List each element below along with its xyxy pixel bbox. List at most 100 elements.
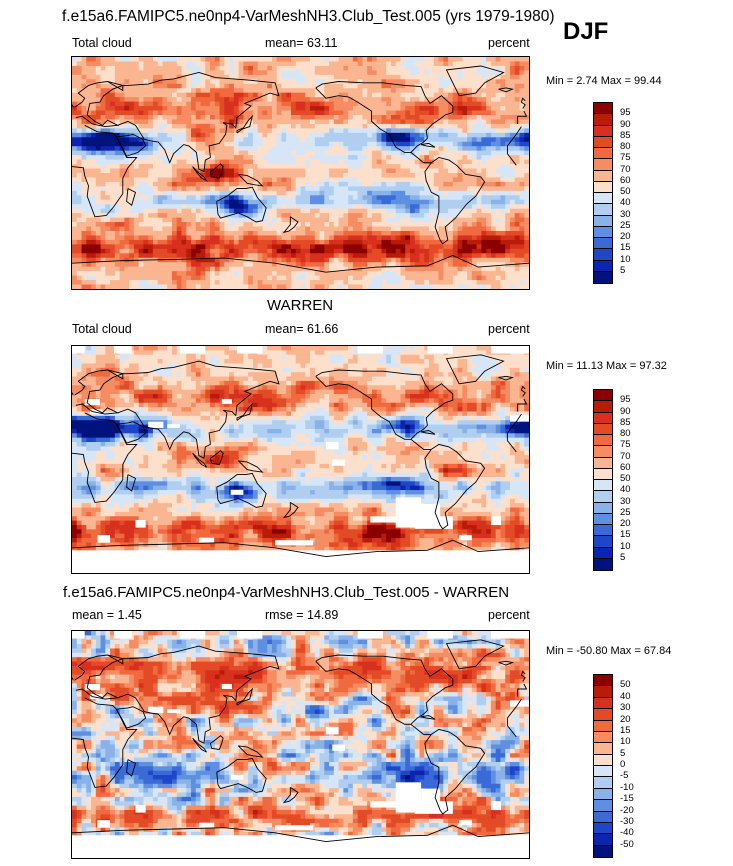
colorbar-swatch [594, 125, 612, 137]
colorbar-swatch [594, 811, 612, 823]
colorbar-swatch [594, 390, 612, 402]
colorbar-tick-label: 40 [620, 484, 631, 496]
panel2-variable-label: Total cloud [72, 322, 132, 336]
colorbar-swatch [594, 788, 612, 801]
panel1-minmax-label: Min = 2.74 Max = 99.44 [546, 75, 662, 87]
colorbar-swatch [594, 845, 612, 857]
panel3-colorbar [593, 674, 613, 858]
colorbar-tick-label: 40 [620, 690, 631, 702]
colorbar-tick-label: 15 [620, 242, 631, 254]
colorbar-tick-label: 30 [620, 702, 631, 714]
colorbar-tick-label: -30 [620, 815, 634, 827]
colorbar-swatch [594, 446, 612, 458]
colorbar-swatch [594, 766, 612, 778]
colorbar-swatch [594, 525, 612, 537]
colorbar-tick-label: 95 [620, 107, 631, 119]
colorbar-tick-label: 10 [620, 736, 631, 748]
panel1-map-field [72, 57, 529, 289]
colorbar-swatch [594, 697, 612, 710]
colorbar-tick-label: 95 [620, 394, 631, 406]
colorbar-swatch [594, 271, 612, 283]
colorbar-swatch [594, 834, 612, 846]
colorbar-swatch [594, 260, 612, 272]
colorbar-tick-label: -40 [620, 827, 634, 839]
panel2-colorbar [593, 389, 613, 571]
colorbar-swatch [594, 558, 612, 570]
colorbar-tick-label: -15 [620, 793, 634, 805]
colorbar-tick-label: 80 [620, 141, 631, 152]
colorbar-swatch [594, 468, 612, 480]
figure-title: f.e15a6.FAMIPC5.ne0np4-VarMeshNH3.Club_T… [62, 8, 555, 25]
colorbar-tick-label: 50 [620, 186, 631, 197]
colorbar-swatch [594, 457, 612, 469]
colorbar-swatch [594, 513, 612, 525]
colorbar-tick-label: 80 [620, 428, 631, 439]
panel2-coastlines [72, 354, 529, 558]
panel1-units-label: percent [488, 36, 530, 50]
colorbar-tick-label: 30 [620, 495, 631, 507]
colorbar-swatch [594, 238, 612, 250]
colorbar-swatch [594, 720, 612, 732]
colorbar-tick-label: 0 [620, 759, 626, 770]
colorbar-swatch [594, 215, 612, 227]
colorbar-swatch [594, 148, 612, 160]
colorbar-tick-label: -10 [620, 781, 634, 793]
panel3-minmax-label: Min = -50.80 Max = 67.84 [546, 645, 672, 657]
panel2-missing-data [72, 346, 529, 573]
panel1-cloud-map [71, 56, 530, 290]
colorbar-tick-label: 25 [620, 219, 631, 231]
colorbar-tick-label: 50 [620, 473, 631, 484]
panel3-coastlines [72, 639, 529, 843]
colorbar-tick-label: 5 [620, 551, 626, 563]
colorbar-swatch [594, 181, 612, 193]
colorbar-swatch [594, 136, 612, 148]
colorbar-tick-label: -50 [620, 838, 634, 850]
colorbar-swatch [594, 480, 612, 492]
colorbar-tick-label: 30 [620, 208, 631, 220]
panel3-missing-data [72, 631, 529, 858]
colorbar-tick-label: 5 [620, 264, 626, 276]
panel1-coastlines [72, 65, 529, 273]
panel3-mean-label: mean = 1.45 [72, 608, 142, 622]
panel3-title: f.e15a6.FAMIPC5.ne0np4-VarMeshNH3.Club_T… [63, 584, 510, 601]
colorbar-tick-label: 70 [620, 163, 631, 175]
colorbar-tick-label: 60 [620, 461, 631, 473]
panel2-mean-label: mean= 61.66 [265, 322, 339, 336]
panel2-minmax-label: Min = 11.13 Max = 97.32 [546, 360, 667, 372]
colorbar-swatch [594, 401, 612, 413]
colorbar-swatch [594, 412, 612, 424]
colorbar-tick-label: 20 [620, 518, 631, 529]
panel2-cloud-map [71, 345, 530, 574]
colorbar-swatch [594, 822, 612, 835]
colorbar-tick-label: 90 [620, 118, 631, 130]
colorbar-tick-label: 75 [620, 439, 631, 451]
colorbar-tick-label: 75 [620, 152, 631, 164]
colorbar-tick-label: -20 [620, 804, 634, 816]
panel3-rmse-label: rmse = 14.89 [265, 608, 339, 622]
colorbar-tick-label: 25 [620, 506, 631, 518]
colorbar-tick-label: 10 [620, 540, 631, 552]
colorbar-tick-label: -5 [620, 770, 629, 782]
colorbar-swatch [594, 709, 612, 721]
colorbar-tick-label: 85 [620, 416, 631, 428]
colorbar-swatch [594, 170, 612, 182]
colorbar-tick-label: 20 [620, 231, 631, 242]
colorbar-tick-label: 5 [620, 747, 626, 759]
colorbar-tick-label: 20 [620, 713, 631, 725]
colorbar-tick-label: 90 [620, 405, 631, 417]
colorbar-tick-label: 15 [620, 529, 631, 541]
colorbar-swatch [594, 159, 612, 171]
colorbar-swatch [594, 536, 612, 548]
panel2-title: WARREN [267, 297, 334, 314]
colorbar-tick-label: 85 [620, 129, 631, 141]
colorbar-swatch [594, 502, 612, 514]
colorbar-swatch [594, 226, 612, 238]
colorbar-swatch [594, 114, 612, 126]
colorbar-swatch [594, 547, 612, 559]
panel2-units-label: percent [488, 322, 530, 336]
season-label: DJF [563, 18, 609, 45]
colorbar-swatch [594, 423, 612, 435]
colorbar-swatch [594, 491, 612, 503]
colorbar-tick-label: 50 [620, 679, 631, 691]
colorbar-tick-label: 40 [620, 197, 631, 209]
